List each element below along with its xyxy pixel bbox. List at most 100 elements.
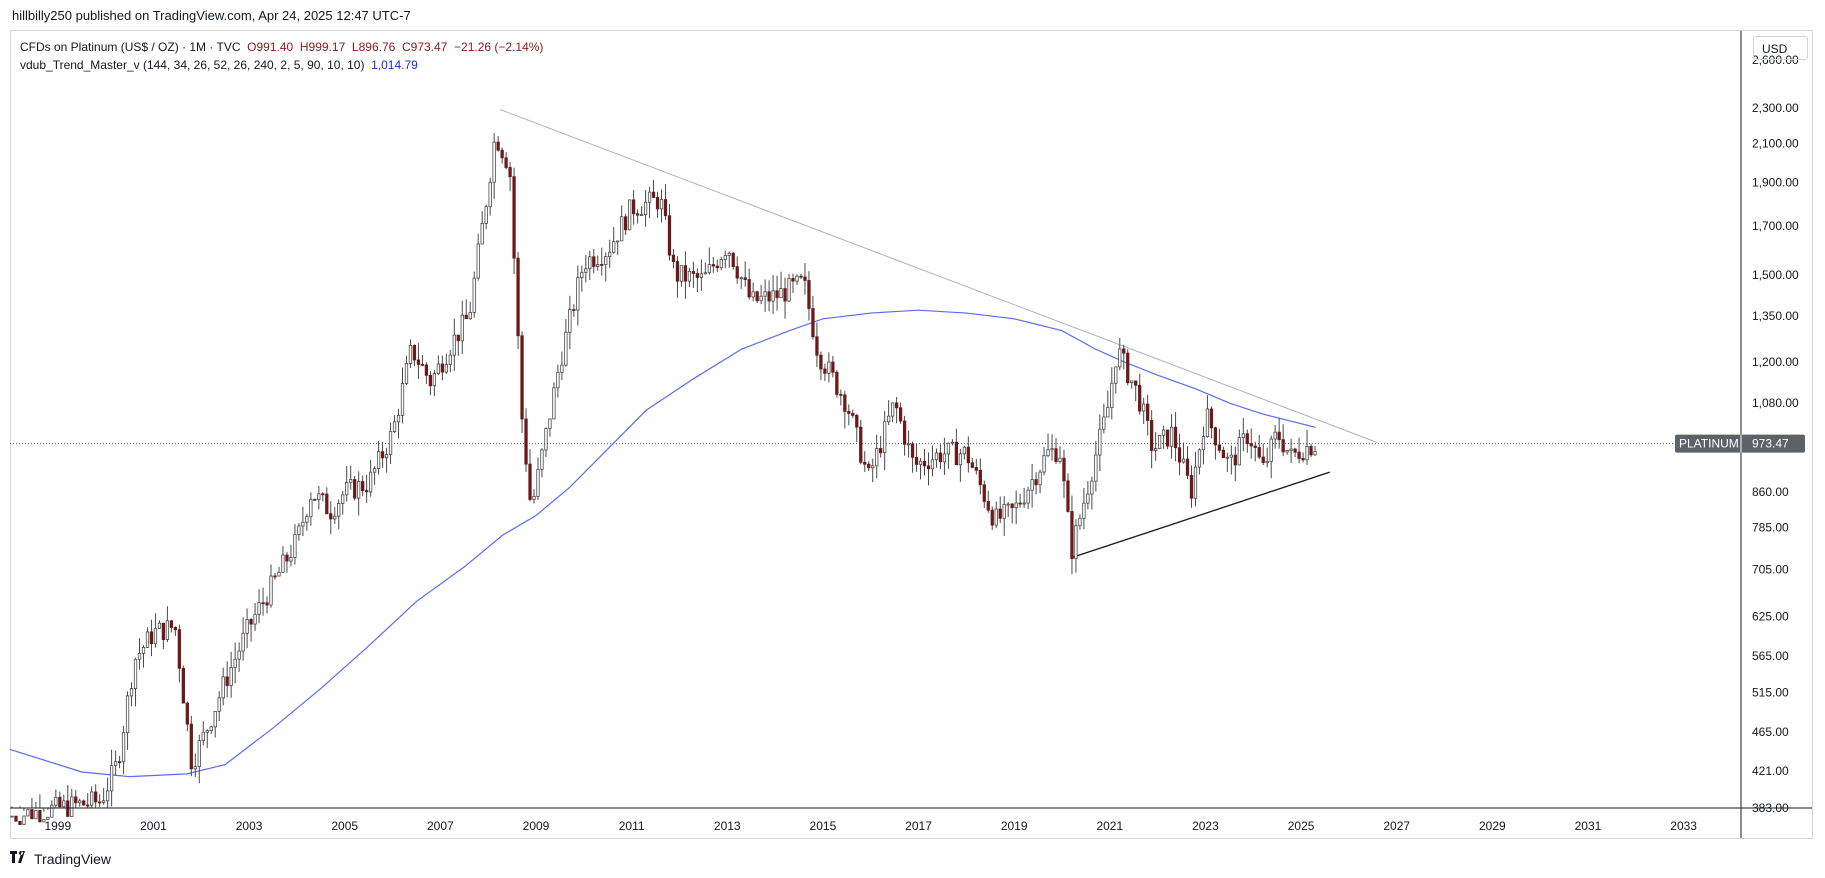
candle: [934, 448, 939, 468]
price-change: −21.26 (−2.14%): [454, 40, 544, 54]
candle: [723, 250, 727, 269]
candle-body: [544, 428, 548, 451]
candle-body: [1229, 454, 1233, 458]
candle-body: [1289, 448, 1293, 451]
candle: [600, 247, 604, 276]
candle: [368, 459, 373, 497]
candle-body: [261, 602, 265, 605]
candle-body: [580, 271, 584, 278]
candle-body: [1309, 446, 1313, 456]
candle: [671, 249, 676, 269]
candle: [50, 800, 54, 818]
candle-body: [835, 371, 839, 395]
candle: [301, 506, 305, 537]
candle: [464, 299, 468, 320]
candle: [643, 190, 648, 227]
candle: [1157, 434, 1162, 450]
candle: [265, 596, 269, 614]
candle: [257, 589, 261, 624]
candle-body: [966, 446, 970, 464]
candle-body: [333, 515, 337, 520]
candle-body: [675, 261, 680, 282]
currency-button[interactable]: USD: [1753, 36, 1808, 60]
candle-body: [46, 816, 50, 820]
candle: [432, 369, 437, 397]
candle: [1018, 493, 1022, 508]
candle: [273, 573, 277, 580]
candle-body: [651, 191, 656, 198]
candle: [313, 498, 317, 501]
candle-body: [974, 467, 978, 471]
candle-body: [1193, 466, 1198, 499]
candle: [918, 457, 923, 480]
candle-body: [639, 214, 644, 216]
candle-body: [18, 820, 22, 825]
candle-body: [568, 309, 572, 333]
indicator-legend-row[interactable]: vdub_Trend_Master_v (144, 34, 26, 52, 26…: [20, 56, 543, 74]
candle-body: [548, 418, 552, 429]
candle-body: [1070, 511, 1074, 559]
candle-body: [930, 459, 935, 470]
candle: [1034, 472, 1038, 495]
candle-body: [628, 199, 632, 231]
candle-body: [94, 791, 98, 803]
candle: [233, 642, 237, 684]
candle: [1229, 445, 1233, 475]
candle: [628, 199, 632, 231]
symbol-legend-row[interactable]: CFDs on Platinum (US$ / OZ) · 1M · TVC O…: [20, 38, 543, 56]
candle-body: [492, 141, 496, 183]
publisher-line: hillbilly250 published on TradingView.co…: [12, 8, 411, 23]
candle-body: [102, 800, 106, 803]
candle-body: [121, 732, 126, 763]
candle-body: [448, 354, 452, 365]
candle-body: [297, 525, 301, 535]
time-tick-label: 2009: [523, 819, 550, 833]
candle: [879, 435, 883, 458]
candle-body: [444, 364, 448, 373]
candle: [930, 445, 935, 477]
tradingview-logo[interactable]: TradingView: [10, 850, 111, 867]
candle: [1098, 414, 1102, 471]
candle-body: [942, 453, 947, 463]
time-tick-label: 2029: [1479, 819, 1506, 833]
candle: [1309, 443, 1313, 457]
candle: [994, 501, 998, 529]
candle: [1193, 451, 1198, 507]
price-tick-label: 2,300.00: [1752, 101, 1799, 115]
candle: [687, 267, 692, 288]
candle-body: [1042, 455, 1046, 473]
candle: [1102, 403, 1106, 434]
candle-body: [181, 667, 185, 704]
candle: [998, 496, 1002, 524]
candle: [197, 734, 201, 784]
chart-frame: [10, 30, 1813, 839]
candle-body: [488, 181, 492, 208]
candle-body: [1002, 504, 1006, 519]
candle-body: [1102, 416, 1106, 430]
candle-body: [643, 201, 648, 215]
candle-body: [584, 268, 588, 273]
candle-body: [946, 442, 951, 455]
price-tag-value: 973.47: [1752, 437, 1789, 451]
candle-body: [699, 273, 703, 278]
candle-body: [141, 647, 146, 654]
candle: [851, 409, 855, 418]
candle: [799, 273, 803, 280]
candle: [536, 457, 540, 500]
candle: [440, 355, 444, 381]
candle: [496, 135, 500, 152]
candle-body: [1241, 433, 1245, 439]
candle-body: [958, 453, 963, 466]
candle-body: [683, 265, 688, 282]
candle-body: [1022, 502, 1026, 505]
candle-body: [596, 264, 600, 267]
candle: [337, 499, 341, 530]
candle-body: [293, 534, 297, 558]
candle: [1022, 487, 1026, 508]
price-tick-label: 465.00: [1752, 725, 1789, 739]
candle-body: [863, 461, 867, 465]
candle-body: [616, 240, 620, 243]
candle-body: [42, 819, 46, 823]
candle: [871, 458, 875, 483]
